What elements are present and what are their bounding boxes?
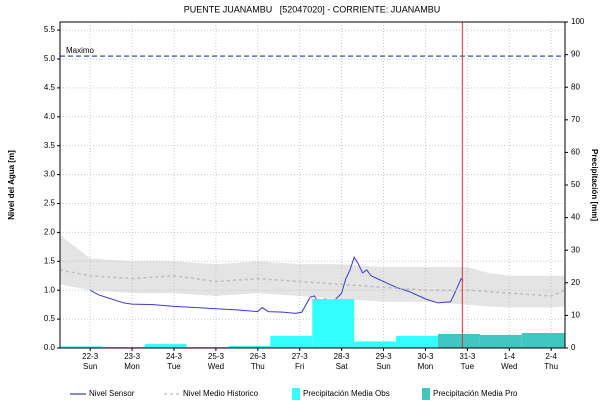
chart-title: PUENTE JUANAMBU [52047020] - CORRIENTE: … xyxy=(184,4,441,14)
precip-bar xyxy=(396,335,439,348)
x-tick-day: Sun xyxy=(376,362,390,371)
reference-label: Maximo xyxy=(66,46,95,55)
y-axis-label: Nivel del Agua [m] xyxy=(7,150,16,220)
plot-frame xyxy=(59,21,566,349)
line-series xyxy=(59,269,566,297)
x-tick-label: 22-3 xyxy=(82,352,99,361)
precip-bar xyxy=(479,334,522,348)
x-tick-day: Wed xyxy=(208,362,224,371)
y2-tick-label: 30 xyxy=(571,245,580,254)
x-tick-label: 27-3 xyxy=(292,352,309,361)
y-tick-label: 4.0 xyxy=(44,112,56,121)
y2-tick-label: 90 xyxy=(571,50,580,59)
x-tick-day: Tue xyxy=(461,362,475,371)
y-tick-label: 2.5 xyxy=(44,199,56,208)
precip-bar xyxy=(228,346,271,348)
y-tick-label: 2.0 xyxy=(44,228,56,237)
legend-swatch xyxy=(292,388,300,400)
x-tick-label: 24-3 xyxy=(166,352,183,361)
legend-label: Nivel Medio Historico xyxy=(183,389,259,398)
x-tick-label: 28-3 xyxy=(334,352,351,361)
y2-tick-label: 50 xyxy=(571,180,580,189)
y-tick-label: 1.0 xyxy=(44,285,56,294)
x-tick-label: 23-3 xyxy=(124,352,141,361)
x-tick-day: Fri xyxy=(295,362,305,371)
x-tick-day: Thu xyxy=(251,362,265,371)
y-tick-label: 5.5 xyxy=(44,25,56,34)
y2-tick-label: 0 xyxy=(571,343,576,352)
legend-label: Precipitación Media Obs xyxy=(303,389,390,398)
y2-tick-label: 80 xyxy=(571,82,580,91)
x-tick-day: Tue xyxy=(167,362,181,371)
x-tick-label: 26-3 xyxy=(250,352,267,361)
y-tick-label: 3.5 xyxy=(44,141,56,150)
x-tick-day: Mon xyxy=(124,362,140,371)
y2-tick-label: 20 xyxy=(571,278,580,287)
x-tick-day: Thu xyxy=(544,362,558,371)
precip-bar xyxy=(270,335,313,348)
x-tick-label: 25-3 xyxy=(208,352,225,361)
y-tick-label: 0.0 xyxy=(44,343,56,352)
y2-tick-label: 70 xyxy=(571,115,580,124)
y-tick-label: 3.0 xyxy=(44,170,56,179)
legend-label: Nivel Sensor xyxy=(89,389,135,398)
y-tick-label: 1.5 xyxy=(44,256,56,265)
y2-tick-label: 10 xyxy=(571,311,580,320)
y-tick-label: 0.5 xyxy=(44,314,56,323)
legend-swatch xyxy=(422,388,430,400)
precip-bar xyxy=(60,346,103,348)
precip-bar xyxy=(438,333,480,348)
y2-tick-label: 60 xyxy=(571,148,580,157)
x-tick-label: 29-3 xyxy=(376,352,393,361)
precip-bar xyxy=(144,344,187,348)
precip-bar xyxy=(521,333,565,348)
legend-label: Precipitación Media Pro xyxy=(433,389,518,398)
x-tick-label: 31-3 xyxy=(459,352,476,361)
y2-axis-label: Precipitación [mm] xyxy=(590,149,599,221)
precip-bar xyxy=(312,299,355,348)
y2-tick-label: 100 xyxy=(571,17,585,26)
y-tick-label: 5.0 xyxy=(44,54,56,63)
x-tick-label: 2-4 xyxy=(545,352,557,361)
precip-bar xyxy=(354,341,397,348)
x-tick-day: Mon xyxy=(418,362,434,371)
x-tick-day: Sat xyxy=(336,362,349,371)
x-tick-label: 30-3 xyxy=(417,352,434,361)
y-tick-label: 4.5 xyxy=(44,83,56,92)
x-tick-day: Wed xyxy=(501,362,517,371)
x-tick-label: 1-4 xyxy=(503,352,515,361)
x-tick-day: Sun xyxy=(83,362,97,371)
y2-tick-label: 40 xyxy=(571,213,580,222)
